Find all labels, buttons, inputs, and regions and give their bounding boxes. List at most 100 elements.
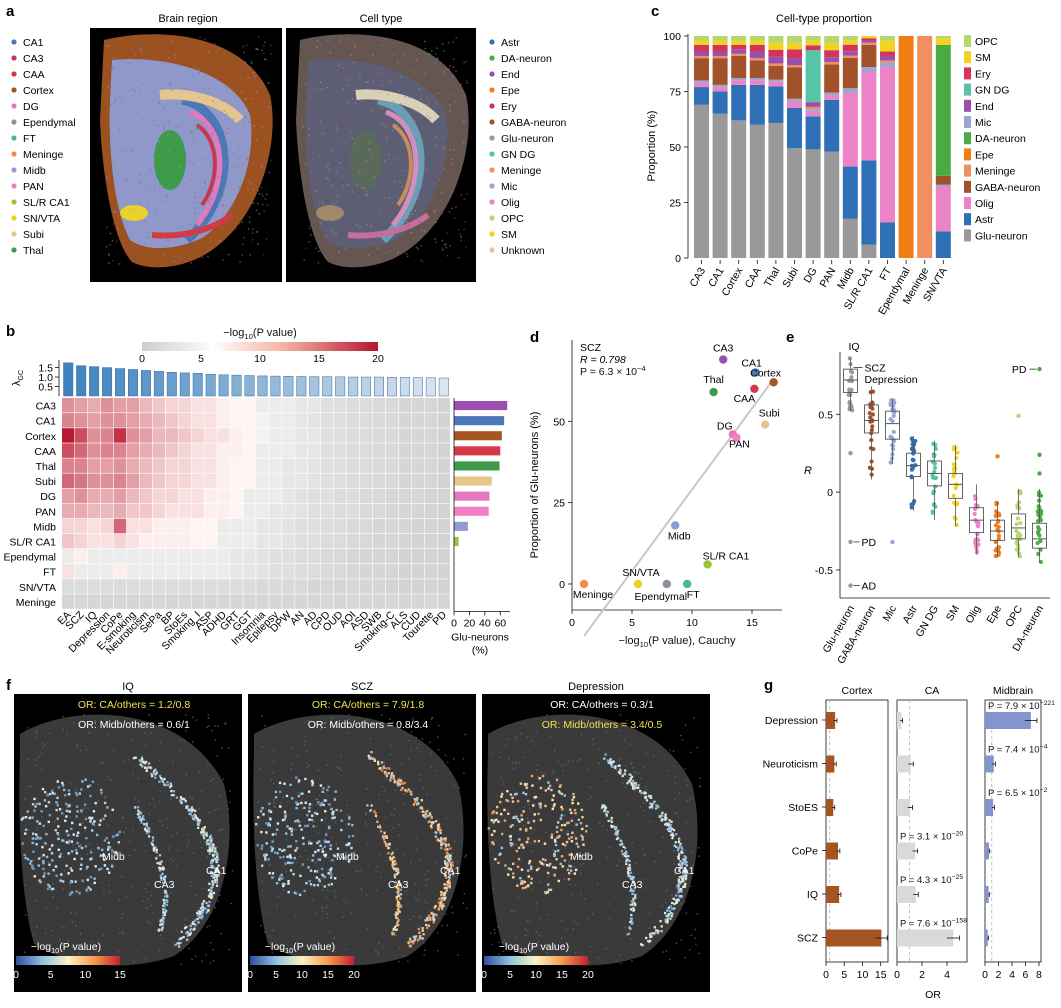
tissue-speckle [415, 849, 418, 851]
brain-speckle [220, 175, 222, 178]
brain-speckle [345, 118, 348, 121]
tissue-speckle [330, 716, 333, 719]
midb-spot [548, 862, 552, 866]
category-label: Neuroticism [763, 759, 819, 771]
midb-spot [565, 821, 569, 825]
ca3-spot [373, 810, 376, 813]
brain-speckle [118, 212, 120, 214]
tissue-speckle [552, 772, 554, 774]
brain-speckle [227, 225, 230, 228]
midb-spot [303, 806, 306, 810]
midb-spot [568, 864, 571, 868]
ca-spot [201, 902, 204, 905]
midb-spot [113, 851, 116, 854]
brain-speckle [442, 43, 444, 45]
or-bar [897, 799, 911, 816]
tissue-speckle [148, 766, 150, 768]
scatter-point-label: CAA [734, 393, 756, 405]
midb-spot [106, 806, 109, 809]
ca-spot [190, 810, 193, 813]
brain-speckle [441, 213, 443, 215]
brain-speckle [395, 235, 398, 237]
tissue-speckle [89, 731, 91, 733]
legend-label: FT [23, 133, 36, 145]
midb-spot [61, 781, 64, 785]
scatter-point-label: Ependymal [635, 591, 688, 603]
ca3-spot [630, 888, 633, 891]
scatter-point [579, 579, 589, 589]
heatmap-cell [139, 428, 153, 443]
tissue-speckle [685, 821, 687, 823]
tissue-speckle [618, 759, 621, 762]
tissue-speckle [84, 806, 86, 809]
brain-speckle [391, 81, 394, 84]
brain-speckle [165, 195, 168, 197]
ca-spot [215, 876, 218, 879]
tissue-speckle [630, 938, 632, 940]
tissue-speckle [306, 766, 309, 769]
heatmap-cell [62, 428, 75, 443]
facet-title: Cortex [842, 685, 874, 697]
ca-spot [193, 813, 196, 816]
ca-spot [379, 767, 382, 770]
brain-speckle [106, 176, 108, 179]
tissue-speckle [353, 956, 355, 958]
midb-spot [557, 790, 561, 793]
tissue-speckle [117, 832, 119, 834]
ca-spot [645, 799, 649, 802]
lambda-bar [231, 374, 242, 397]
ca-spot [441, 842, 444, 845]
midb-spot [335, 808, 338, 812]
heatmap-cell [256, 579, 269, 594]
bar-segment [935, 36, 951, 39]
midb-spot [89, 858, 92, 861]
ca3-spot [397, 918, 400, 922]
ca-spot [681, 858, 685, 861]
brain-speckle [351, 263, 353, 265]
ca-spot [436, 839, 439, 842]
scatter-point [662, 579, 671, 589]
ca-spot [212, 872, 215, 875]
tissue-speckle [32, 859, 35, 861]
midb-spot [510, 844, 513, 847]
ca-spot [215, 853, 218, 857]
ca-spot [369, 756, 372, 759]
ca3-spot [631, 903, 634, 906]
brain-speckle [218, 142, 221, 145]
midb-spot [83, 826, 87, 829]
ca-spot [205, 831, 208, 835]
tissue-speckle [381, 714, 383, 716]
brain-speckle [250, 182, 252, 185]
tissue-speckle [681, 739, 684, 741]
brain-speckle [107, 92, 110, 95]
midb-spot [32, 850, 35, 853]
ca-spot [132, 756, 136, 760]
brain-speckle [370, 225, 372, 228]
ca3-spot [631, 878, 634, 881]
bar-segment [805, 102, 821, 107]
ca-spot [417, 802, 420, 805]
legend-swatch [964, 148, 971, 161]
tissue-speckle [224, 723, 226, 725]
midb-spot [545, 863, 549, 867]
brain-speckle [404, 205, 406, 207]
brain-speckle [338, 250, 340, 253]
heatmap-cell [269, 594, 282, 609]
midb-spot [108, 846, 112, 849]
brain-speckle [329, 83, 332, 86]
tissue-speckle [212, 960, 215, 962]
ca-spot [446, 865, 449, 868]
tissue-speckle [376, 817, 378, 819]
brain-speckle [397, 125, 399, 128]
tissue-speckle [437, 749, 440, 751]
midb-spot [511, 824, 514, 827]
heatmap-cell [243, 564, 256, 579]
x-tick-label: CA3 [687, 265, 708, 289]
ca-spot [667, 906, 671, 909]
ca-spot [440, 838, 443, 841]
midb-spot [304, 801, 307, 804]
brain-speckle [113, 99, 115, 101]
legend-dot [489, 215, 495, 221]
ca-spot [442, 893, 446, 896]
tissue-speckle [544, 773, 547, 775]
